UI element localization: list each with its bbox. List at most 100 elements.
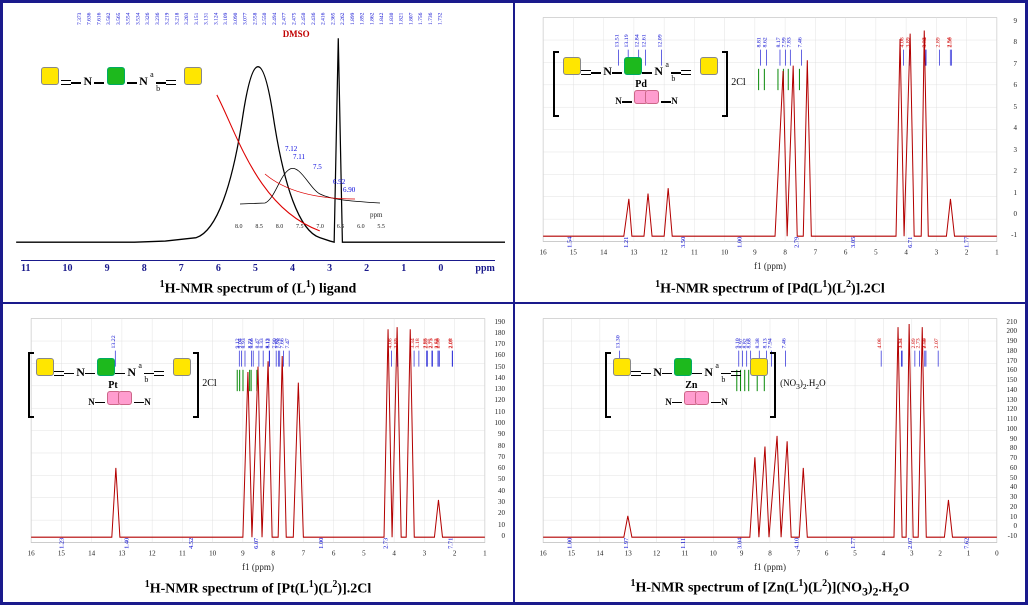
svg-text:7.83: 7.83 (786, 37, 792, 47)
svg-text:15: 15 (58, 549, 65, 557)
svg-text:7.46: 7.46 (781, 338, 787, 348)
molecule-br: N N a b Zn N N (NO3)2.H2O (613, 358, 768, 407)
svg-text:7.62: 7.62 (964, 537, 971, 548)
svg-text:0: 0 (995, 549, 999, 557)
svg-text:12.09: 12.09 (658, 34, 664, 47)
inset-val-1: 7.11 (293, 153, 305, 161)
svg-text:12: 12 (149, 549, 156, 557)
svg-text:1.756: 1.756 (418, 12, 424, 25)
svg-text:3.18: 3.18 (415, 338, 421, 348)
svg-text:2.07: 2.07 (449, 338, 455, 348)
svg-text:3.34: 3.34 (922, 37, 928, 47)
svg-text:8.93: 8.93 (241, 338, 247, 348)
svg-text:11: 11 (179, 549, 186, 557)
svg-text:1.842: 1.842 (379, 12, 385, 25)
svg-text:5: 5 (362, 549, 366, 557)
molecule-tr: N N a b Pd N N 2Cl (563, 57, 718, 106)
svg-text:4.10: 4.10 (793, 537, 800, 548)
svg-text:7.71: 7.71 (448, 537, 455, 548)
panel-br: 13.309.108.978.828.688.388.137.947.464.0… (514, 303, 1026, 604)
inset-val-4: 6.90 (343, 186, 356, 194)
svg-text:3.219: 3.219 (165, 12, 171, 25)
metal-label-tr: Pd (635, 79, 647, 90)
svg-text:1.77: 1.77 (964, 237, 971, 248)
svg-text:2.558: 2.558 (252, 12, 258, 25)
svg-text:8.33: 8.33 (259, 338, 265, 348)
svg-text:7: 7 (797, 549, 801, 557)
trace-bl: 13.229.129.048.938.718.668.478.338.138.1… (11, 308, 505, 575)
counterion-bl: 2Cl (202, 378, 216, 389)
svg-text:1: 1 (967, 549, 971, 557)
svg-text:4: 4 (882, 549, 886, 557)
svg-text:8.38: 8.38 (755, 338, 761, 348)
svg-text:2.89: 2.89 (936, 37, 942, 47)
svg-text:13.19: 13.19 (624, 34, 630, 47)
svg-text:f1 (ppm): f1 (ppm) (754, 261, 786, 272)
svg-text:6: 6 (825, 549, 829, 557)
svg-text:1.899: 1.899 (350, 12, 356, 25)
svg-text:9: 9 (241, 549, 245, 557)
svg-text:3.124: 3.124 (213, 12, 219, 25)
svg-text:3.565: 3.565 (116, 12, 122, 25)
svg-text:1.00: 1.00 (737, 237, 744, 248)
svg-text:7.46: 7.46 (798, 37, 804, 47)
svg-text:4.08: 4.08 (877, 338, 883, 348)
svg-text:2.475: 2.475 (291, 12, 297, 25)
svg-text:1.00: 1.00 (567, 537, 574, 548)
svg-text:3: 3 (910, 549, 914, 557)
counterion-tr: 2Cl (731, 77, 745, 88)
xaxis-tl: 11109876543210ppm (21, 260, 495, 274)
svg-text:7: 7 (302, 549, 306, 557)
inset-tl: 7.12 7.11 7.5 6.92 6.90 ppm 8.08.58.07.5… (235, 139, 385, 219)
panel-tl: 7.3737.6367.6163.5823.5653.5543.5343.326… (2, 2, 514, 303)
svg-text:16: 16 (540, 549, 547, 557)
metal-label-br: Zn (685, 380, 697, 391)
svg-text:1.830: 1.830 (389, 12, 395, 25)
svg-text:2.07: 2.07 (934, 338, 940, 348)
svg-text:6.71: 6.71 (907, 237, 914, 248)
svg-text:8: 8 (768, 549, 772, 557)
svg-text:2.450: 2.450 (301, 12, 307, 25)
svg-text:3.34: 3.34 (898, 338, 904, 348)
svg-text:1.821: 1.821 (399, 12, 405, 25)
svg-text:13.22: 13.22 (111, 335, 117, 348)
svg-text:14: 14 (596, 549, 603, 557)
svg-text:1.732: 1.732 (438, 12, 444, 25)
caption-tr: 1H-NMR spectrum of [Pd(L1)(L2)].2Cl (515, 279, 1025, 298)
svg-text:7.616: 7.616 (96, 12, 102, 25)
svg-text:7.636: 7.636 (87, 12, 93, 25)
right-axis-br: 2102001901801701601501401301201101009080… (999, 318, 1017, 541)
svg-text:14: 14 (88, 549, 95, 557)
svg-text:10: 10 (209, 549, 216, 557)
trace-br: 13.309.108.978.828.688.388.137.947.464.0… (523, 308, 1017, 575)
spectrum-br: 13.309.108.978.828.688.388.137.947.464.0… (523, 308, 1017, 575)
svg-text:1.97: 1.97 (623, 537, 630, 548)
svg-text:4.52: 4.52 (188, 537, 195, 548)
svg-text:f1 (ppm): f1 (ppm) (754, 562, 786, 573)
svg-text:12.84: 12.84 (635, 34, 641, 47)
svg-text:1.862: 1.862 (369, 12, 375, 25)
inset-val-3: 6.92 (333, 178, 346, 186)
svg-text:6: 6 (332, 549, 336, 557)
svg-text:9: 9 (740, 549, 744, 557)
svg-text:2.365: 2.365 (330, 12, 336, 25)
svg-text:14: 14 (600, 248, 607, 256)
svg-text:10: 10 (721, 248, 728, 256)
inset-val-2: 7.5 (313, 163, 322, 171)
svg-text:15: 15 (570, 248, 577, 256)
svg-text:1.807: 1.807 (408, 12, 414, 25)
caption-tl: 1H-NMR spectrum of (L1) ligand (3, 279, 513, 298)
svg-text:2: 2 (965, 248, 969, 256)
svg-text:2.494: 2.494 (272, 12, 278, 25)
svg-text:2.550: 2.550 (262, 12, 268, 25)
svg-text:2: 2 (938, 549, 942, 557)
svg-text:13: 13 (625, 549, 632, 557)
svg-text:3.203: 3.203 (184, 12, 190, 25)
svg-text:f1 (ppm): f1 (ppm) (242, 562, 274, 573)
svg-text:8.68: 8.68 (747, 338, 753, 348)
svg-text:15: 15 (568, 549, 575, 557)
svg-text:6: 6 (844, 248, 848, 256)
svg-text:4: 4 (392, 549, 396, 557)
svg-text:5: 5 (874, 248, 878, 256)
svg-text:1.21: 1.21 (623, 237, 630, 248)
